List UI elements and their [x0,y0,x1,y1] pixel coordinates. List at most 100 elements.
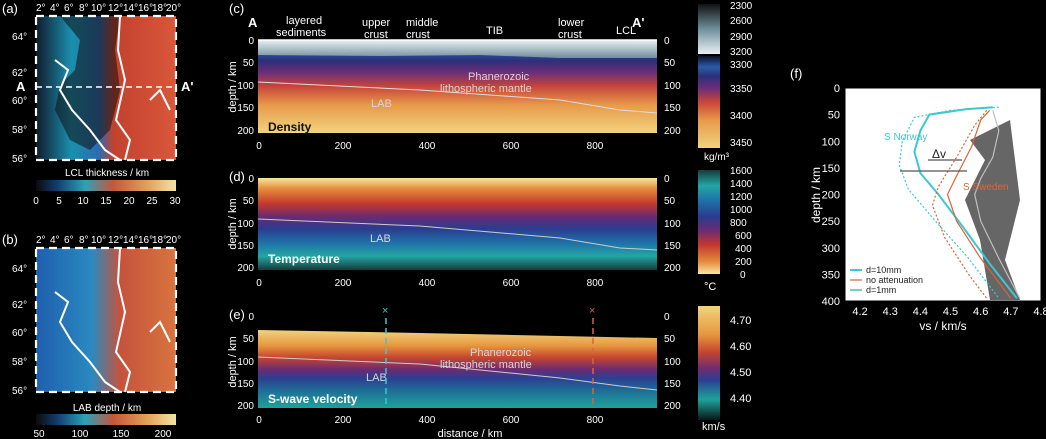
density-crust [258,40,657,58]
profile-xtick: 4.7 [1003,306,1018,318]
ytick: 50 [664,58,676,69]
label-lcl: LCL [616,25,636,37]
section-end-a-prime: A' [632,15,644,30]
map-a-coastline [54,15,171,161]
lat-tick: 56° [12,154,27,165]
legend-entry: d=10mm [866,265,901,275]
profile-series [898,106,1021,299]
profile-xtick: 4.2 [852,306,867,318]
profile-ytick: 0 [834,83,840,95]
legend-entry: no attenuation [866,275,923,285]
ytick: 100 [237,357,254,368]
s-sweden-label: S Sweden [963,182,1009,193]
panel-b: (b) 2° 4° 6° 8° 10° 12° 14° 16° 18° 20° … [2,232,181,439]
cb-tick: 200 [155,429,172,439]
label-middle-crust: crust [406,29,430,41]
temperature-yticks-right: 0 50 100 150 200 [664,174,681,274]
profile-ytick: 100 [822,136,840,148]
ytick: 50 [243,58,255,69]
vs-lithosphere [258,330,657,408]
cb-tick: 1200 [730,192,753,203]
label-phanerozoic: Phanerozoic [468,71,530,83]
profile-ylabel: depth / km [809,167,823,223]
profile-xtick: 4.3 [883,306,898,318]
s-norway-label: S Norway [884,132,927,143]
cb-tick: 20 [123,196,135,207]
lon-tick: 18° [152,235,167,246]
temperature-colorbar [698,170,720,274]
xtick: 200 [335,278,352,289]
map-b-lon-ticks: 2° 4° 6° 8° 10° 12° 14° 16° 18° 20° [36,235,181,246]
label-lab: LAB [371,98,392,110]
density-ylabel: depth / km [227,61,239,112]
lon-tick: 12° [108,235,123,246]
density-colorbar-crust [698,4,720,54]
cb-tick: 400 [735,244,752,255]
density-annotations: layered sediments upper crust middle cru… [276,15,636,110]
vs-label-phanerozoic: Phanerozoic [470,347,532,359]
lon-tick: 10° [91,235,106,246]
profile-ytick: 200 [822,190,840,202]
profile-xtick: 4.8 [1033,306,1046,318]
cb-tick: 3350 [730,84,753,95]
lon-tick: 16° [138,3,153,14]
panel-f-letter: (f) [790,66,802,81]
cb-tick: 2600 [730,16,753,27]
ytick: 150 [237,241,254,252]
ytick: 0 [248,174,254,185]
cb-tick: 800 [730,218,747,229]
cb-tick: 0 [740,270,746,281]
vs-yticks: 0 50 100 150 200 [237,312,254,412]
cb-tick: 1600 [730,166,753,177]
cb-tick: 1400 [730,179,753,190]
label-upper-crust: crust [364,29,388,41]
ytick: 150 [664,379,681,390]
temperature-title: Temperature [268,252,340,266]
panel-c: (c) A A' layered sediments upper crust m… [227,1,753,163]
delta-v-label: Δv [932,147,946,161]
xtick: 600 [503,141,520,152]
cb-tick: 200 [735,257,752,268]
panel-d: (d) LAB Temperature depth / km 0 50 100 … [227,166,753,293]
cb-tick: 600 [735,231,752,242]
xtick: 800 [587,415,604,426]
cb-tick: 4.70 [730,315,751,327]
profile-xtick: 4.5 [943,306,958,318]
cb-tick: 2900 [730,32,753,43]
vs-colorbar [698,306,720,420]
colorbar-b [36,414,176,425]
density-colorbar-ticks: 2300 2600 2900 3200 3300 3350 3400 3450 [730,1,753,149]
lat-tick: 64° [12,264,27,275]
density-unit: kg/m³ [704,152,730,163]
vs-ylabel: depth / km [227,336,239,387]
profile-line-1 [898,106,1000,299]
vs-lab [257,356,658,391]
panel-a-letter: (a) [2,1,18,16]
ytick: 0 [664,174,670,185]
temperature-yticks: 0 50 100 150 200 [237,174,254,274]
lat-tick: 58° [12,125,27,136]
label-sediments: sediments [276,27,327,39]
lon-tick: 10° [91,3,106,14]
ytick: 0 [248,36,254,47]
map-a-land-mass [36,16,120,150]
profile-xticks: 4.2 4.3 4.4 4.5 4.6 4.7 4.8 [852,306,1046,318]
profile-line-3 [931,110,988,299]
ytick: 50 [664,334,676,345]
cb-tick: 3450 [730,138,753,149]
cb-tick: 4.50 [730,367,751,379]
vs-title: S-wave velocity [268,392,358,406]
section-end-a: A [248,15,258,30]
cb-tick: 1000 [730,205,753,216]
legend: d=10mm no attenuation d=1mm [850,265,923,295]
colorbar-b-ticks: 50 100 150 200 [33,429,171,439]
map-a-border [34,14,178,162]
label-lower: lower [558,17,585,29]
label-tib: TIB [486,25,503,37]
lat-tick: 62° [12,300,27,311]
ytick: 50 [664,196,676,207]
cb-tick: 3300 [730,60,753,71]
cb-tick: 5 [56,196,62,207]
panel-c-letter: (c) [229,1,244,16]
